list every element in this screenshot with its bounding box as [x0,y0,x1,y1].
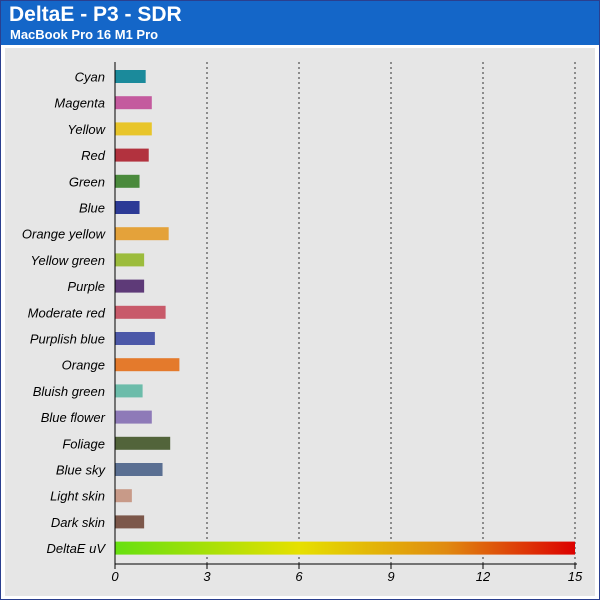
category-label: Purple [67,279,105,294]
bar-yellow [115,122,152,136]
chart-subtitle: MacBook Pro 16 M1 Pro [10,27,159,42]
category-label: DeltaE uV [46,541,106,556]
category-label: Light skin [50,489,105,504]
bar-light-skin [115,489,132,503]
x-tick-label: 9 [387,569,394,584]
bar-foliage [115,436,171,450]
x-axis: 0 3 6 9 12 15 [111,62,583,584]
x-tick-label: 6 [295,569,303,584]
category-label: Cyan [75,70,105,85]
bar-bluish-green [115,384,143,398]
category-label: Orange yellow [22,227,107,242]
bar-dark-skin [115,515,145,529]
category-label: Green [69,174,105,189]
category-label: Bluish green [33,384,105,399]
category-label: Purplish blue [30,332,105,347]
category-label: Moderate red [28,305,106,320]
plot-area [5,48,595,596]
category-label: Blue [79,201,105,216]
bar-purplish-blue [115,332,155,345]
bar-moderate-red [115,305,166,319]
bar-green [115,174,140,188]
bar-deltae-uv [115,541,575,555]
category-label: Foliage [62,436,105,451]
x-tick-label: 0 [111,569,119,584]
category-label: Yellow [67,122,106,137]
category-label: Dark skin [51,515,105,530]
category-label: Magenta [54,96,105,111]
bar-red [115,148,149,162]
bar-yellow-green [115,253,145,267]
x-tick-label: 12 [476,569,491,584]
category-label: Blue flower [41,410,106,425]
x-tick-label: 15 [568,569,583,584]
bar-orange [115,358,180,372]
category-labels: Cyan Magenta Yellow Red Green Blue Orange yell… [22,70,107,557]
category-label: Red [81,148,106,163]
bar-blue-sky [115,463,163,476]
gridlines [206,62,576,564]
bar-orange-yellow [115,227,169,241]
chart-title: DeltaE - P3 - SDR [9,3,182,26]
category-label: Orange [62,358,105,373]
bar-magenta [115,96,152,110]
category-label: Blue sky [56,463,107,478]
category-label: Yellow green [31,253,105,268]
bar-blue [115,201,140,214]
bar-blue-flower [115,410,152,424]
bar-cyan [115,70,146,83]
x-tick-label: 3 [203,569,211,584]
bars [115,70,575,555]
chart-header: DeltaE - P3 - SDR MacBook Pro 16 M1 Pro [1,1,599,45]
bar-purple [115,279,145,293]
